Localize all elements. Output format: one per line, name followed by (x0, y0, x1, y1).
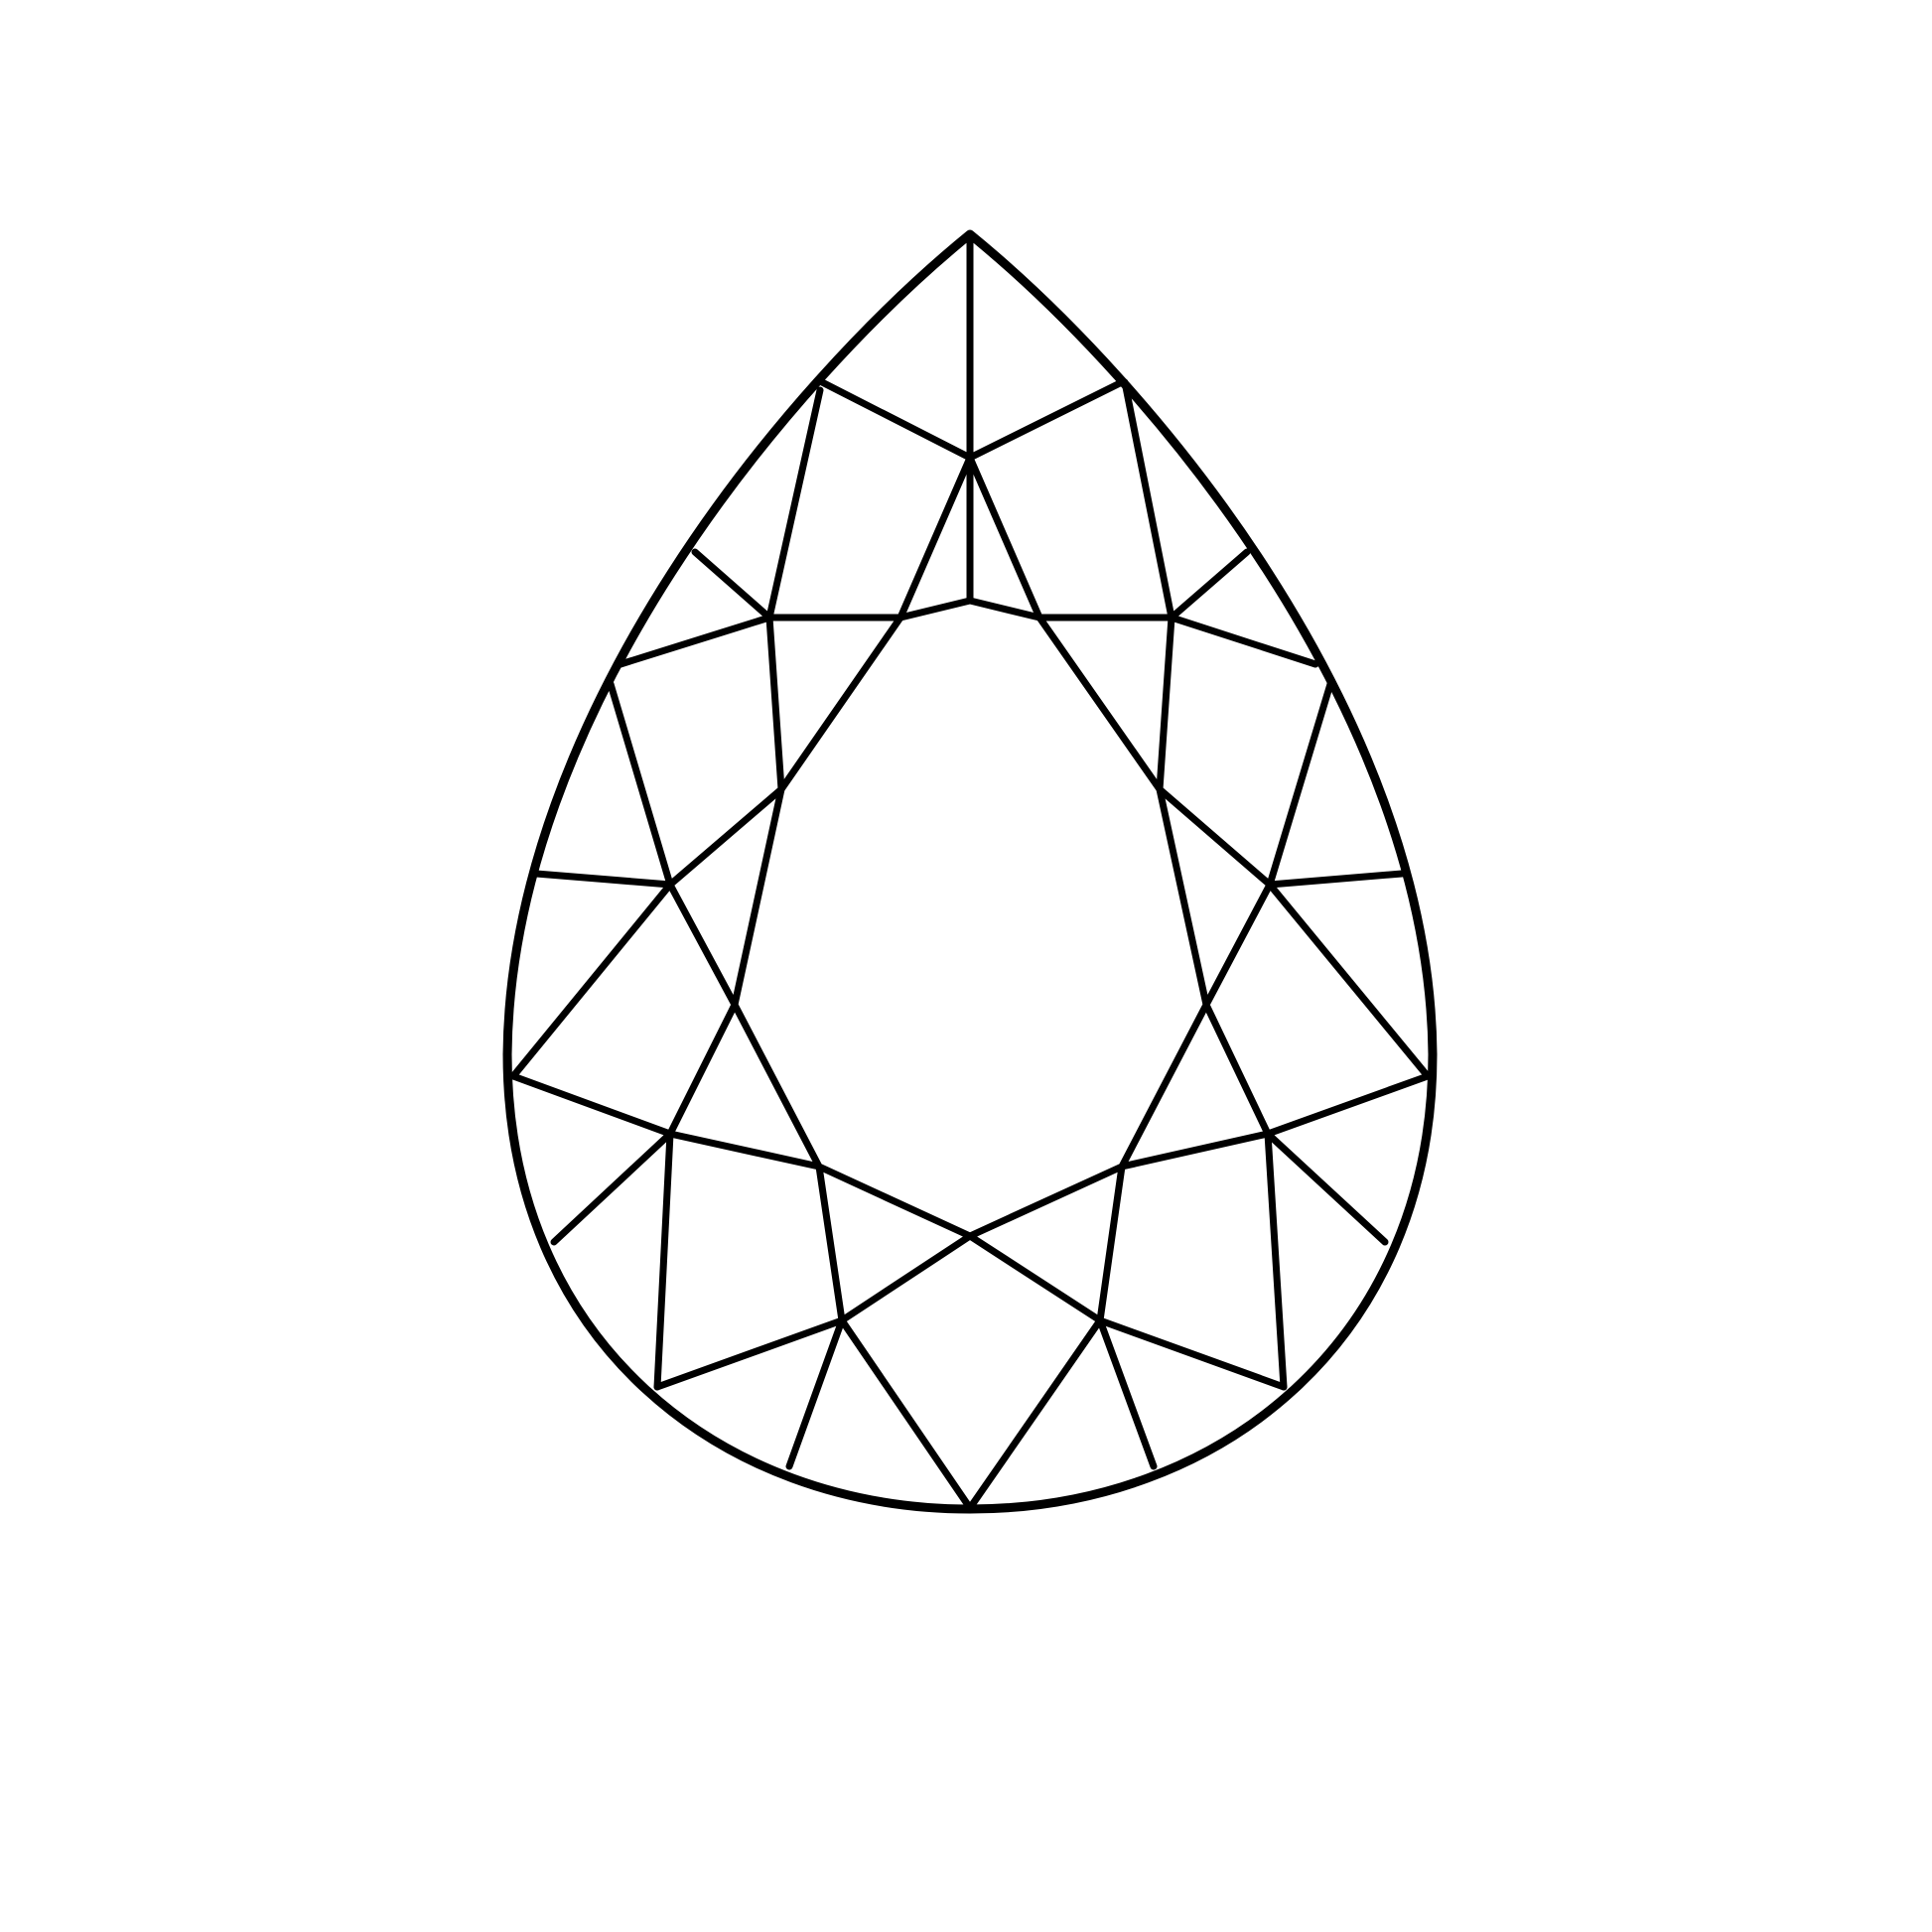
facet-line (785, 1316, 846, 1470)
facet-line (653, 1130, 846, 1391)
facet-line (968, 1316, 1104, 1509)
gem-outline (502, 229, 1438, 1514)
facet-line (607, 614, 785, 889)
facet-line (653, 1130, 674, 1391)
facet-line (966, 1232, 1104, 1324)
facet-lines (509, 234, 1432, 1509)
facet-line (532, 870, 674, 889)
facet-line (897, 454, 1043, 621)
facet-line (1266, 881, 1432, 1080)
facet-line (1202, 881, 1274, 1138)
facet-line (1266, 870, 1406, 889)
facet-line (1264, 1130, 1288, 1391)
facet-line (1156, 614, 1334, 889)
facet-line (838, 1232, 974, 1324)
facet-line (838, 1316, 972, 1509)
facet-line (1096, 1130, 1288, 1391)
facet-line (666, 881, 739, 1138)
facet-line (1096, 1316, 1158, 1470)
facet-line (1168, 614, 1319, 668)
facet-line (509, 881, 674, 1080)
facet-line (617, 614, 773, 668)
